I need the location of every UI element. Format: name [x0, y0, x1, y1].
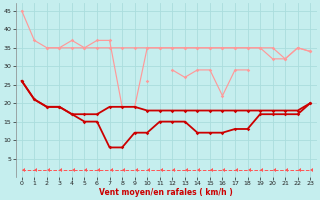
- X-axis label: Vent moyen/en rafales ( km/h ): Vent moyen/en rafales ( km/h ): [99, 188, 233, 197]
